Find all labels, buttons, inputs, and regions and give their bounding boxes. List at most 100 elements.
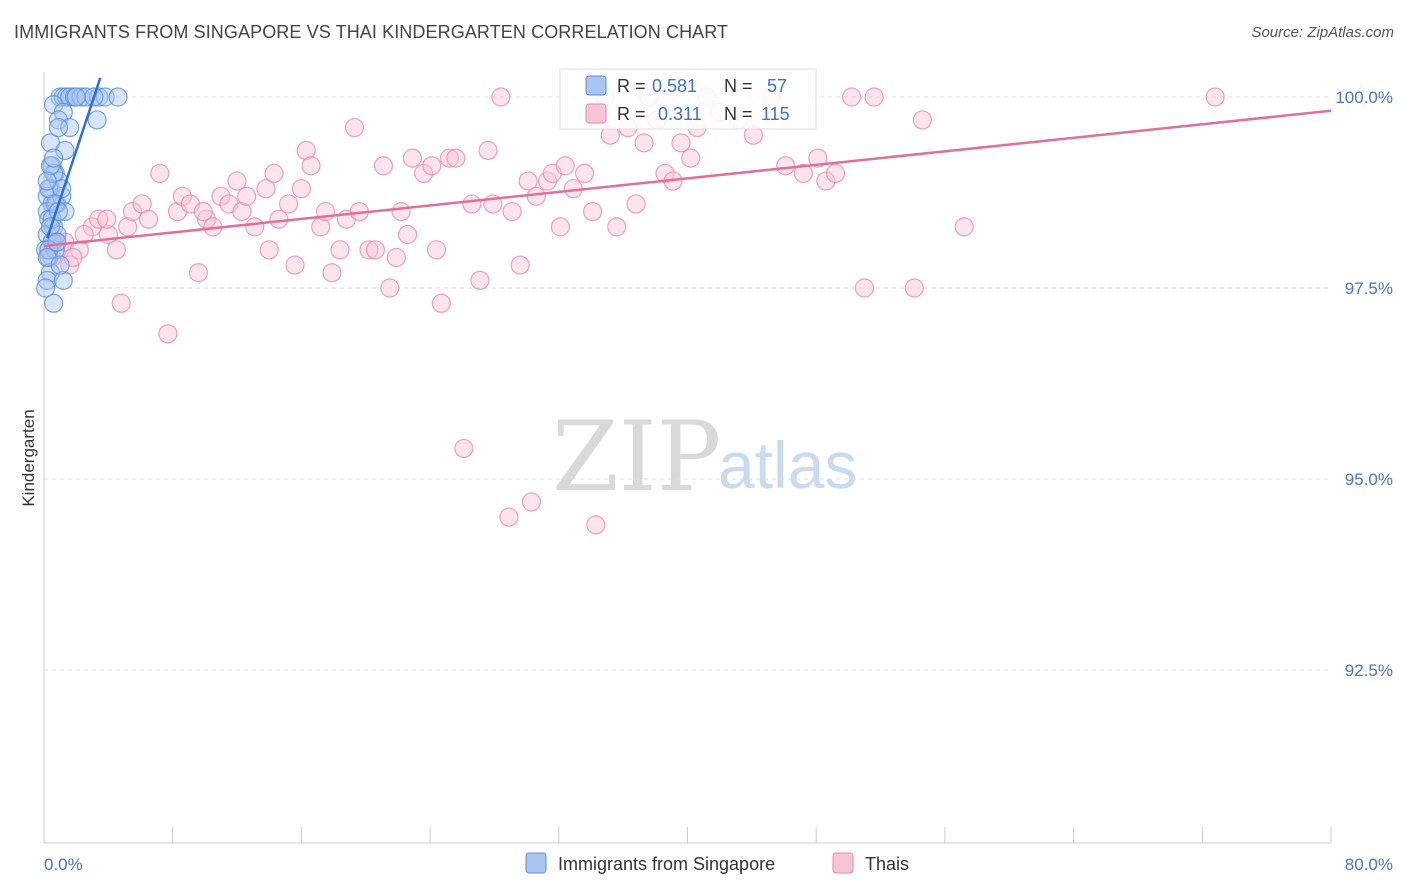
stats-r-value-blue: 0.581 — [652, 76, 697, 96]
thais-point-56 — [422, 156, 442, 176]
thais-point-100 — [825, 163, 846, 183]
stats-legend: R = 0.581 N = 57 R = 0.311 N = 115 — [559, 68, 817, 130]
watermark: ZIP atlas — [552, 401, 857, 513]
y-axis-label: Kindergarten — [19, 409, 38, 506]
thais-point-60 — [446, 148, 466, 168]
thais-point-114 — [193, 202, 213, 222]
legend-label-thais: Thais — [865, 854, 909, 874]
stats-r-label-blue: R = — [617, 76, 646, 96]
thais-point-103 — [854, 278, 875, 298]
singapore-point-9 — [108, 87, 128, 107]
thais-point-54 — [402, 148, 423, 168]
thais-point-39 — [301, 156, 321, 176]
singapore-point-52 — [87, 110, 107, 130]
thais-point-96 — [776, 156, 796, 176]
singapore-point-44 — [37, 171, 57, 191]
singapore-point-45 — [42, 209, 62, 229]
thais-point-69 — [518, 171, 538, 191]
y-tick-label-0: 100.0% — [1335, 88, 1393, 107]
stats-n-label-pink: N = — [724, 104, 753, 124]
thais-point-88 — [671, 133, 691, 153]
thais-point-31 — [256, 179, 276, 199]
thais-point-16 — [138, 209, 159, 229]
singapore-point-42 — [48, 117, 69, 138]
thais-point-83 — [634, 133, 654, 153]
singapore-point-12 — [48, 110, 69, 130]
chart-title: IMMIGRANTS FROM SINGAPORE VS THAI KINDER… — [14, 22, 729, 42]
thais-point-43 — [330, 240, 350, 260]
thais-point-36 — [285, 255, 305, 275]
thais-point-52 — [391, 202, 411, 222]
thais-point-67 — [502, 202, 522, 222]
thais-point-51 — [386, 247, 406, 268]
thais-point-107 — [1205, 87, 1225, 107]
y-tick-label-2: 95.0% — [1345, 470, 1393, 489]
thais-point-108 — [499, 507, 519, 527]
thais-point-112 — [74, 224, 94, 245]
watermark-atlas: atlas — [718, 428, 857, 502]
singapore-point-35 — [44, 293, 64, 313]
thais-point-48 — [365, 240, 386, 260]
thais-point-32 — [264, 163, 284, 183]
thais-point-47 — [359, 240, 379, 260]
stats-swatch-pink — [585, 103, 607, 124]
thais-point-10 — [118, 217, 138, 237]
thais-point-12 — [97, 209, 117, 229]
thais-point-70 — [526, 186, 546, 206]
singapore-point-51 — [50, 255, 70, 275]
thais-point-68 — [510, 255, 530, 275]
thais-point-30 — [245, 217, 265, 237]
thais-point-110 — [586, 515, 606, 535]
thais-point-99 — [816, 171, 836, 191]
singapore-point-15 — [55, 140, 75, 161]
thais-point-104 — [904, 278, 924, 298]
stats-n-label-blue: N = — [724, 76, 753, 96]
thais-point-77 — [582, 202, 603, 222]
thais-point-97 — [793, 163, 813, 183]
thais-point-33 — [259, 240, 279, 260]
thais-point-38 — [296, 140, 316, 161]
thais-point-64 — [478, 140, 498, 161]
thais-point-35 — [278, 194, 299, 214]
thais-point-50 — [380, 278, 400, 298]
thais-point-89 — [681, 148, 701, 168]
thais-point-18 — [158, 324, 178, 344]
legend-label-singapore: Immigrants from Singapore — [558, 854, 775, 874]
trend-lines — [43, 77, 1332, 248]
stats-r-label-pink: R = — [617, 104, 646, 124]
thais-point-57 — [426, 240, 447, 260]
thais-point-82 — [626, 194, 646, 214]
thais-point-58 — [431, 293, 451, 313]
thais-point-37 — [291, 179, 311, 199]
thais-point-14 — [122, 202, 143, 222]
thais-point-8 — [89, 209, 109, 229]
thais-point-74 — [555, 156, 575, 176]
thais-point-76 — [574, 163, 595, 183]
thais-point-22 — [188, 263, 209, 283]
stats-swatch-blue — [585, 75, 607, 96]
thais-point-105 — [912, 110, 932, 130]
thais-point-98 — [808, 148, 828, 168]
thais-point-62 — [462, 194, 482, 214]
singapore-trend-line — [46, 77, 102, 239]
thais-point-80 — [607, 217, 627, 237]
thais-point-102 — [864, 87, 884, 107]
singapore-point-34 — [37, 270, 57, 290]
singapore-point-37 — [36, 278, 56, 298]
stats-r-value-pink: 0.311 — [658, 104, 702, 124]
singapore-point-36 — [53, 270, 73, 290]
y-tick-label-3: 92.5% — [1345, 661, 1393, 680]
singapore-point-50 — [47, 232, 67, 252]
chart-source: Source: ZipAtlas.com — [1251, 24, 1394, 41]
thais-point-6 — [69, 240, 89, 260]
thais-point-17 — [150, 163, 170, 183]
thais-point-25 — [211, 186, 231, 206]
series-immigrants-from-singapore — [36, 87, 128, 313]
thais-point-28 — [232, 202, 252, 222]
thais-point-101 — [841, 87, 862, 107]
singapore-point-13 — [60, 117, 80, 138]
singapore-point-54 — [66, 87, 86, 107]
y-tick-label-1: 97.5% — [1345, 279, 1393, 298]
thais-point-106 — [954, 217, 974, 237]
